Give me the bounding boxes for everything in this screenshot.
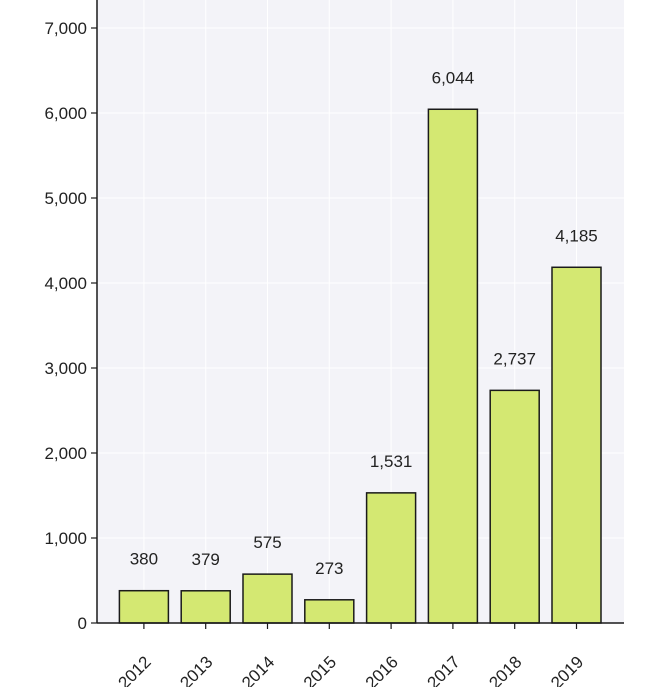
data-label-2018: 2,737: [493, 349, 536, 368]
x-tick-label: 2016: [362, 652, 402, 687]
y-tick-label: 3,000: [44, 359, 87, 378]
data-label-2017: 6,044: [432, 68, 475, 87]
x-tick-label: 2019: [547, 652, 587, 687]
data-label-2012: 380: [130, 550, 158, 569]
data-label-2015: 273: [315, 559, 343, 578]
bars: [118, 108, 602, 624]
bar-2015: [304, 599, 355, 624]
x-axis-ticks: 2012 2013 2014 2015 2016 2017 2018 2019: [115, 623, 587, 687]
y-tick-label: 6,000: [44, 104, 87, 123]
data-label-2016: 1,531: [370, 452, 413, 471]
bar-2014: [242, 573, 293, 624]
data-label-2019: 4,185: [555, 226, 598, 245]
x-tick-label: 2013: [176, 652, 216, 687]
plot-area: [97, 0, 624, 623]
data-label-2013: 379: [192, 550, 220, 569]
y-tick-label: 2,000: [44, 444, 87, 463]
y-tick-label: 4,000: [44, 274, 87, 293]
bar-2018: [489, 389, 540, 624]
x-tick-label: 2017: [424, 652, 464, 687]
x-tick-label: 2012: [115, 652, 155, 687]
bar-2019: [551, 266, 602, 624]
bar-2012: [118, 589, 170, 624]
bar-2017: [427, 108, 479, 624]
y-axis-ticks: 0 1,000 2,000 3,000 4,000 5,000 6,000 7,000: [44, 19, 97, 633]
data-labels: 380 379 575 273 1,531 6,044 2,737 4,185: [130, 68, 598, 578]
y-tick-label: 1,000: [44, 529, 87, 548]
bar-2013: [180, 590, 231, 624]
x-tick-label: 2015: [300, 652, 340, 687]
axes: [96, 0, 624, 624]
x-tick-label: 2014: [238, 652, 278, 687]
y-tick-label: 7,000: [44, 19, 87, 38]
y-tick-label: 5,000: [44, 189, 87, 208]
y-tick-label: 0: [78, 614, 87, 633]
bar-2016: [365, 492, 417, 624]
x-tick-label: 2018: [485, 652, 525, 687]
data-label-2014: 575: [253, 533, 281, 552]
